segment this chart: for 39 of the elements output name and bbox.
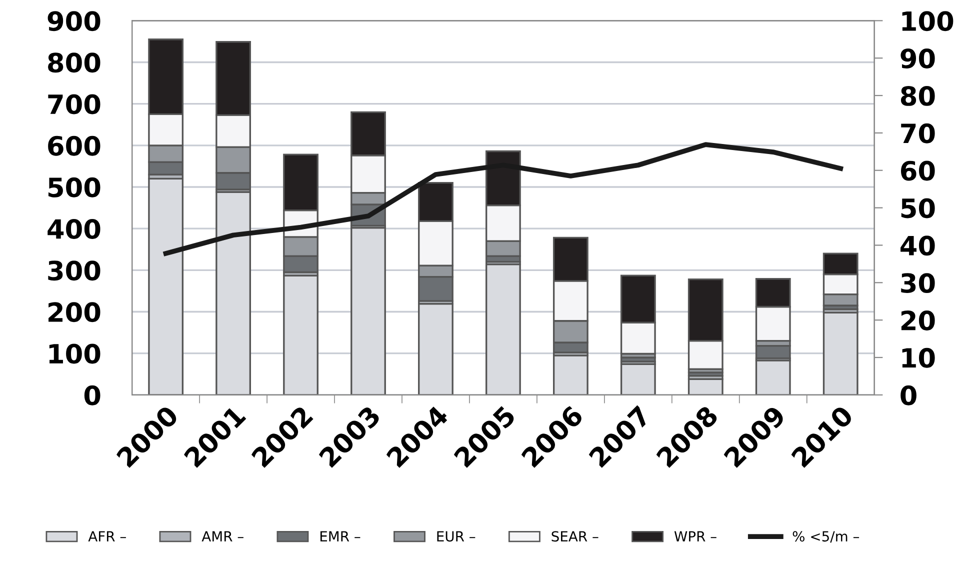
legend-label: WPR – <box>674 531 716 542</box>
y-tick-label: 200 <box>48 302 100 322</box>
y2-tick-label: 10 <box>902 348 935 368</box>
y2-tick-label: 70 <box>901 123 935 144</box>
y-tick-label: 600 <box>48 136 100 156</box>
bar <box>552 354 588 395</box>
y-tick-label: 500 <box>48 177 100 198</box>
y-tick-label: 100 <box>49 344 100 364</box>
bar <box>620 363 656 395</box>
bar <box>755 360 791 395</box>
y-tick-label: 0 <box>84 385 100 406</box>
legend-label: EMR – <box>320 531 360 542</box>
y2-tick-label: 90 <box>900 48 935 68</box>
y-tick-label: 800 <box>48 52 100 73</box>
legend-label: AFR – <box>88 531 126 542</box>
legend-label: % <5/m – <box>792 531 860 543</box>
y2-tick-label: 30 <box>901 273 935 294</box>
legend-label: SEAR – <box>552 531 598 542</box>
y2-tick-label: 40 <box>900 236 935 256</box>
y2-tick-label: 60 <box>900 160 935 181</box>
bar <box>148 178 184 395</box>
y2-tick-label: 100 <box>902 11 954 32</box>
y-tick-label: 700 <box>48 94 100 114</box>
bar <box>216 191 251 395</box>
legend-label: EUR – <box>437 531 476 542</box>
y2-tick-label: 20 <box>901 310 935 330</box>
y-tick-label: 300 <box>48 260 100 281</box>
line-series <box>163 142 844 256</box>
legend-label: AMR – <box>202 531 244 542</box>
y2-tick-label: 50 <box>901 198 935 218</box>
bar <box>822 312 858 395</box>
bar <box>350 226 386 395</box>
y2-tick-label: 0 <box>900 385 916 406</box>
bar <box>418 303 454 395</box>
y-tick-label: 900 <box>48 11 100 32</box>
bar <box>283 274 318 395</box>
y-tick-label: 400 <box>48 219 100 239</box>
y2-tick-label: 80 <box>900 86 935 106</box>
bar <box>486 264 521 395</box>
